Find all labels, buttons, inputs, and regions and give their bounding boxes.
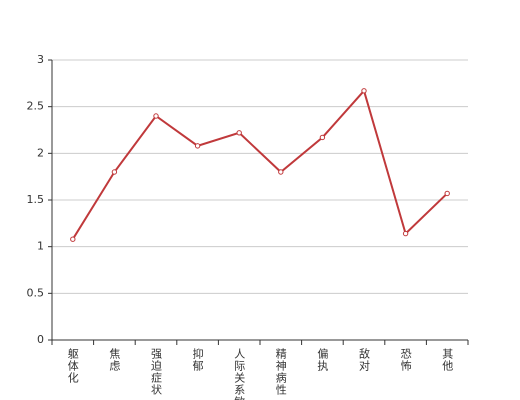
x-tick-label: 精神病性 (274, 348, 287, 396)
line (71, 88, 448, 240)
x-tick-label: 其他 (441, 348, 454, 372)
y-tick-label: 0.5 (27, 286, 45, 299)
x-tick-label: 恐怖 (399, 348, 412, 372)
x-tick-label: 敌对 (358, 347, 371, 372)
y-tick-label: 1.5 (27, 193, 45, 206)
y-tick-label: 0 (37, 333, 44, 346)
point (194, 143, 201, 149)
x-tick-label: 焦虑 (108, 348, 121, 372)
y-tick-label: 3 (37, 53, 44, 66)
x-tick-label: 人际关系敏感 (233, 348, 246, 400)
y-tick-label: 1 (37, 240, 44, 253)
x-tick-label: 偏执 (316, 347, 329, 372)
y-tick-label: 2 (37, 146, 44, 159)
x-tick-label: 强迫症状 (150, 348, 163, 396)
point (361, 88, 367, 94)
point (236, 130, 242, 136)
point (319, 134, 326, 141)
point (444, 190, 450, 197)
point (278, 169, 284, 175)
point (153, 113, 159, 119)
y-tick-label: 2.5 (27, 100, 45, 113)
point (402, 230, 409, 237)
point (111, 169, 118, 175)
x-tick-label: 抑郁 (191, 347, 204, 372)
point (70, 236, 76, 242)
x-tick-label: 躯体化 (66, 348, 79, 384)
